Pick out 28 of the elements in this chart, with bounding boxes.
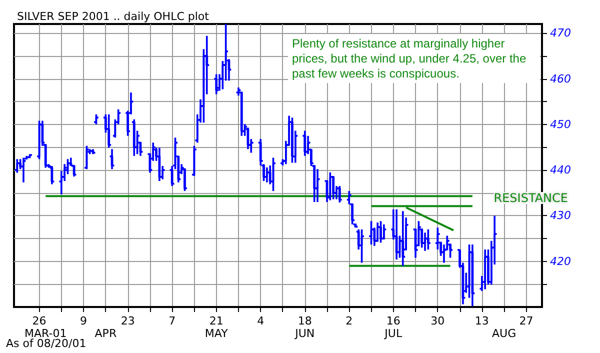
x-tick-label: 21 xyxy=(209,314,224,328)
x-tick-label: 18 xyxy=(298,314,312,328)
x2-tick-label: MAR-01 xyxy=(24,327,67,340)
y-tick-label: 440 xyxy=(550,164,571,177)
x2-tick-label: APR xyxy=(94,327,117,340)
x-tick-label: 4 xyxy=(257,314,264,328)
x-tick-label: 13 xyxy=(474,314,489,328)
text: As of 08/20/01 xyxy=(6,337,86,350)
y-tick-label: 450 xyxy=(550,118,571,131)
x-tick-label: 2 xyxy=(346,314,353,328)
x-tick-label: 9 xyxy=(80,314,88,328)
x-tick-label: 7 xyxy=(168,314,176,328)
x2-tick-label: MAY xyxy=(204,327,228,340)
x2-tick-label: AUG xyxy=(492,327,516,340)
x2-tick-label: JUN xyxy=(294,327,315,340)
y-tick-label: 420 xyxy=(550,254,571,268)
x-tick-label: 30 xyxy=(430,314,445,328)
x-tick-label: 26 xyxy=(32,314,46,328)
y-tick-label: 470 xyxy=(550,26,571,40)
x-tick-label: 16 xyxy=(386,314,400,328)
annotation: Plenty of resistance at marginally higher prices, but the wind up, under 4.25, over the past few weeks is conspicuous. xyxy=(292,36,530,80)
x-tick-label: 23 xyxy=(120,314,135,328)
annotation: RESISTANCE xyxy=(494,191,568,205)
x2-tick-label: JUL xyxy=(384,327,403,340)
chart-title: SILVER SEP 2001 .. daily OHLC plot xyxy=(17,10,210,23)
y-tick-label: 460 xyxy=(550,72,571,86)
x-tick-label: 27 xyxy=(519,314,534,328)
y-tick-label: 430 xyxy=(550,209,571,222)
